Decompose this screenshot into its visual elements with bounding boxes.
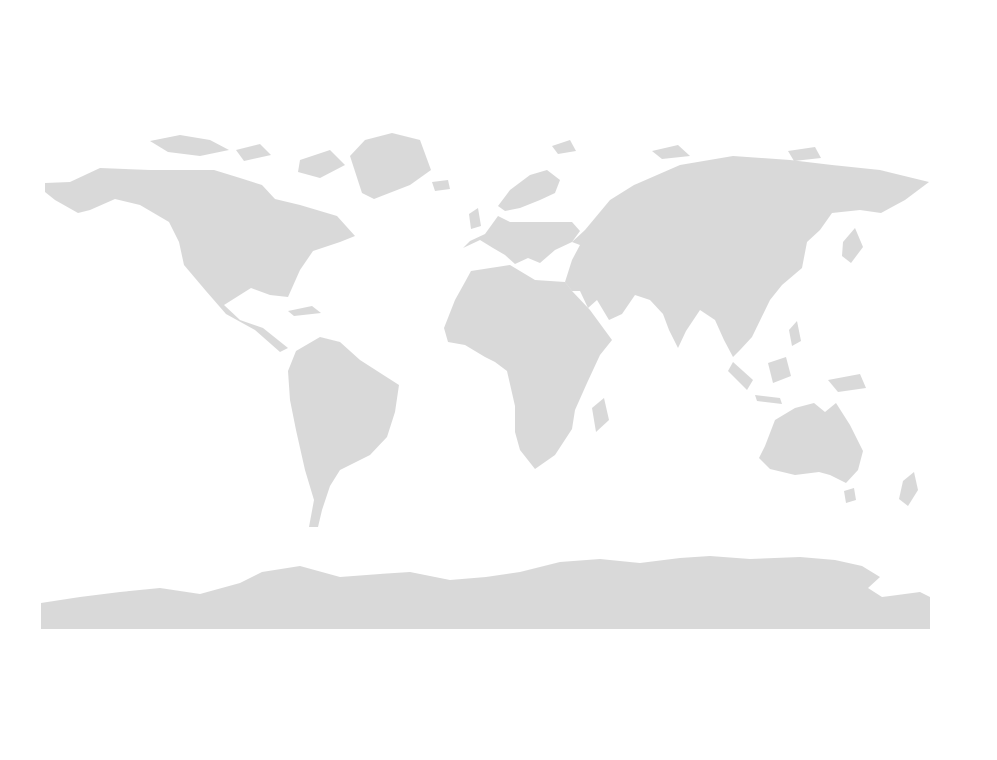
- island-new-zealand: [899, 472, 918, 506]
- island-new-guinea: [828, 374, 866, 392]
- island-java: [755, 395, 782, 404]
- island-tasmania: [844, 488, 856, 503]
- continent-greenland: [350, 133, 431, 199]
- continent-africa: [444, 265, 612, 469]
- island-madagascar: [592, 398, 609, 432]
- island-britain: [469, 208, 481, 229]
- continent-asia: [565, 156, 929, 357]
- island-baffin: [298, 150, 345, 178]
- island-borneo: [768, 357, 791, 383]
- island-canadian-arctic-2: [236, 144, 271, 161]
- island-new-siberian: [788, 147, 821, 161]
- island-sumatra: [728, 362, 753, 390]
- island-cuba: [288, 306, 321, 316]
- continent-europe: [463, 216, 580, 264]
- continents: [41, 133, 930, 629]
- island-svalbard: [552, 140, 576, 154]
- island-japan: [842, 228, 863, 263]
- island-philippines: [789, 321, 801, 346]
- island-iceland: [432, 180, 450, 191]
- continent-south-america: [288, 337, 399, 527]
- continent-north-america: [45, 168, 355, 352]
- continent-antarctica: [41, 556, 930, 629]
- island-canadian-arctic-1: [150, 135, 229, 156]
- continent-australia: [759, 403, 863, 483]
- region-scandinavia: [498, 170, 560, 211]
- island-severnaya: [652, 145, 690, 159]
